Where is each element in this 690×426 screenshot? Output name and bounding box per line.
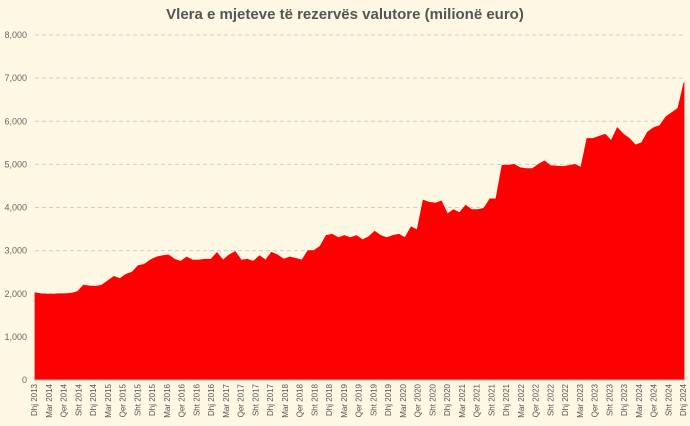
x-tick-label: Dhj 2013: [30, 383, 39, 416]
x-tick-label: Dhj 2021: [502, 383, 511, 416]
x-tick-label: Sht 2020: [428, 383, 437, 416]
reserve-area: [34, 82, 685, 381]
x-tick-label: Qer 2015: [119, 383, 128, 417]
x-tick-label: Sht 2019: [369, 383, 378, 416]
x-tick-label: Mar 2018: [281, 383, 290, 417]
x-tick-label: Dhj 2019: [384, 383, 393, 416]
chart-title: Vlera e mjeteve të rezervës valutore (mi…: [166, 6, 524, 23]
x-tick-label: Dhj 2014: [89, 383, 98, 416]
x-tick-label: Qer 2018: [296, 383, 305, 417]
x-tick-label: Mar 2021: [458, 383, 467, 417]
x-tick-label: Qer 2024: [650, 383, 659, 417]
y-tick-label: 5,000: [4, 159, 27, 169]
x-tick-label: Qer 2017: [237, 383, 246, 417]
x-tick-label: Mar 2014: [45, 383, 54, 417]
x-tick-label: Mar 2023: [576, 383, 585, 417]
y-tick-label: 0: [22, 375, 27, 385]
x-tick-label: Mar 2015: [104, 383, 113, 417]
y-tick-label: 7,000: [4, 73, 27, 83]
x-tick-label: Sht 2016: [192, 383, 201, 416]
y-tick-label: 4,000: [4, 203, 27, 213]
x-tick-label: Sht 2017: [251, 383, 260, 416]
y-tick-label: 8,000: [4, 30, 27, 40]
x-tick-label: Qer 2016: [178, 383, 187, 417]
x-tick-label: Mar 2022: [517, 383, 526, 417]
x-tick-label: Dhj 2015: [148, 383, 157, 416]
x-axis: Dhj 2013 Mar 2014 Qer 2014 Sht 2014 Dhj 2014…: [30, 379, 688, 418]
area-series: [34, 82, 685, 381]
x-tick-label: Sht 2022: [546, 383, 555, 416]
y-tick-label: 6,000: [4, 116, 27, 126]
x-tick-label: Mar 2016: [163, 383, 172, 417]
x-tick-label: Dhj 2024: [679, 383, 688, 416]
x-tick-label: Dhj 2023: [620, 383, 629, 416]
x-tick-label: Sht 2024: [664, 383, 673, 416]
x-tick-label: Sht 2021: [487, 383, 496, 416]
x-tick-label: Mar 2019: [340, 383, 349, 417]
x-tick-label: Dhj 2017: [266, 383, 275, 416]
x-tick-label: Sht 2015: [133, 383, 142, 416]
x-tick-label: Sht 2014: [74, 383, 83, 416]
y-tick-label: 2,000: [4, 289, 27, 299]
y-axis: 0 1,000 2,000 3,000 4,000 5,000 6,000 7,000 8,00…: [4, 30, 27, 385]
x-tick-label: Dhj 2020: [443, 383, 452, 416]
x-tick-label: Sht 2023: [605, 383, 614, 416]
y-tick-label: 1,000: [4, 332, 27, 342]
x-tick-label: Qer 2021: [473, 383, 482, 417]
x-tick-label: Qer 2022: [532, 383, 541, 417]
x-tick-label: Qer 2020: [414, 383, 423, 417]
x-tick-label: Qer 2014: [60, 383, 69, 417]
x-tick-label: Dhj 2018: [325, 383, 334, 416]
y-tick-label: 3,000: [4, 246, 27, 256]
x-tick-label: Mar 2024: [635, 383, 644, 417]
x-tick-label: Dhj 2016: [207, 383, 216, 416]
x-tick-label: Mar 2017: [222, 383, 231, 417]
x-tick-label: Qer 2023: [591, 383, 600, 417]
x-tick-label: Dhj 2022: [561, 383, 570, 416]
x-tick-label: Sht 2018: [310, 383, 319, 416]
x-tick-label: Mar 2020: [399, 383, 408, 417]
x-tick-label: Qer 2019: [355, 383, 364, 417]
